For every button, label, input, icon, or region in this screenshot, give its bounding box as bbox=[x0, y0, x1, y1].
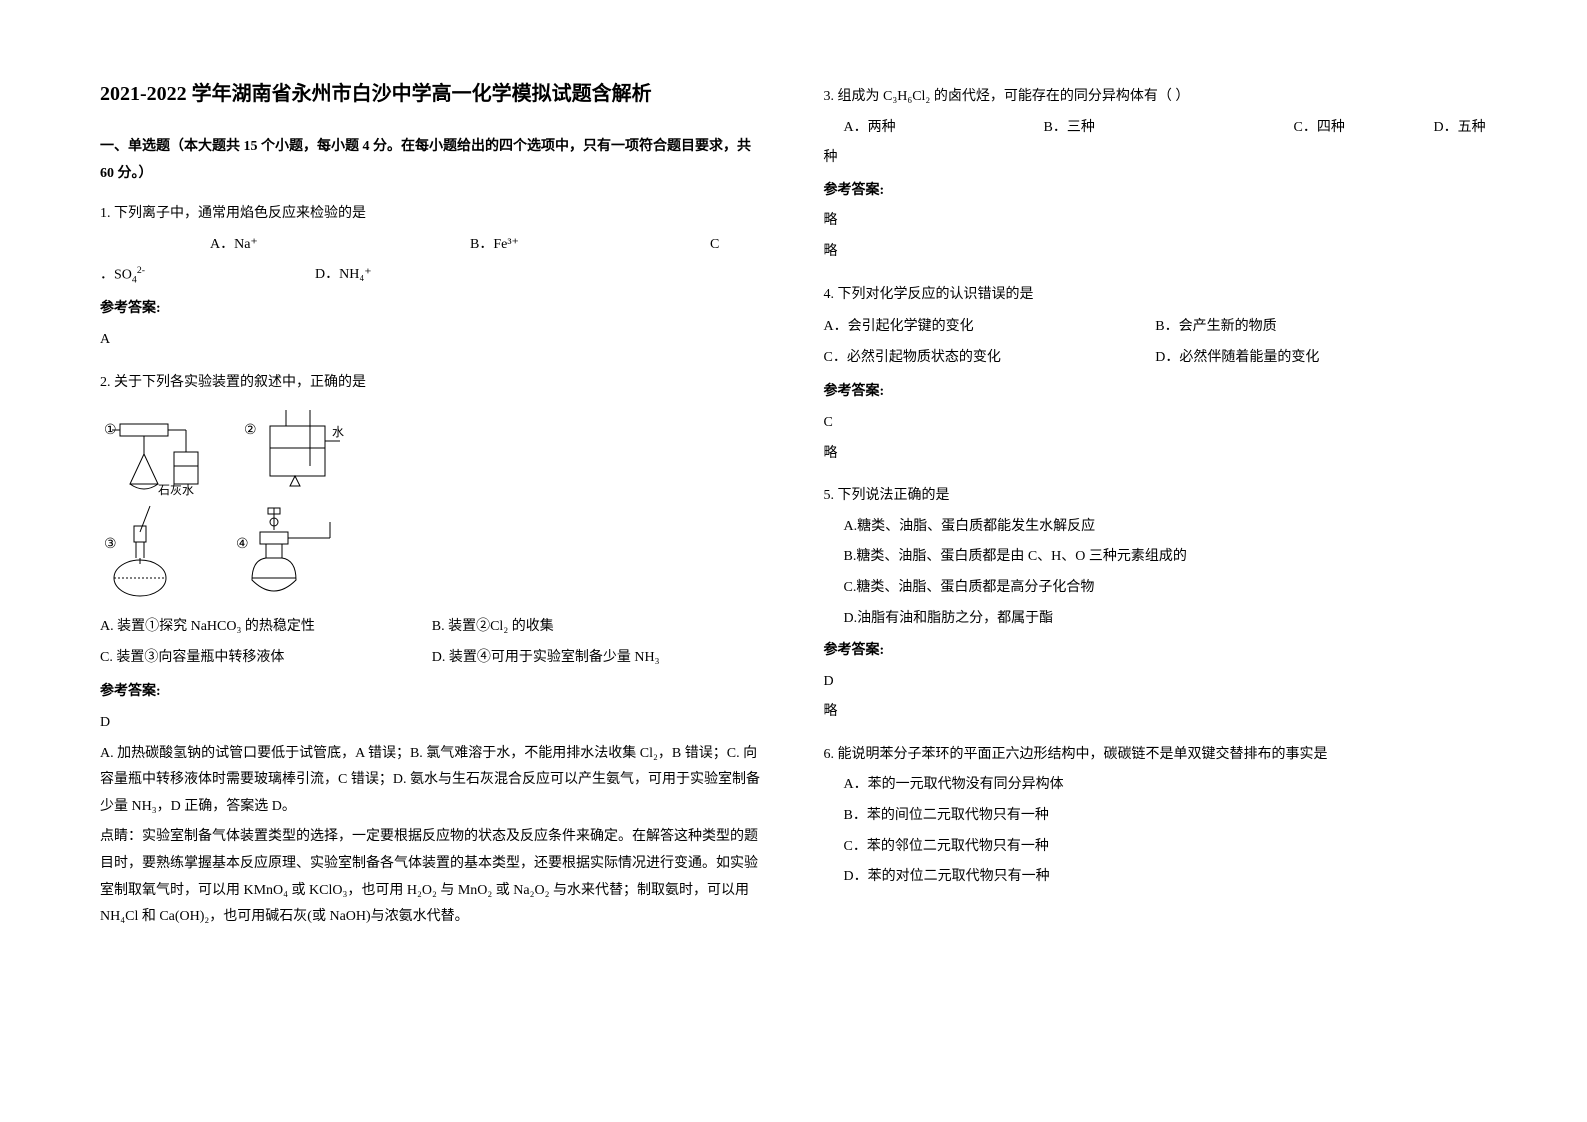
q4-options: A．会引起化学键的变化 B．会产生新的物质 C．必然引起物质状态的变化 D．必然… bbox=[824, 312, 1488, 373]
q2-answer: D bbox=[100, 710, 764, 737]
svg-text:②: ② bbox=[244, 423, 257, 438]
q3-optC: C．四种 bbox=[1294, 115, 1434, 142]
q3-optD-cont: 种 bbox=[824, 145, 1488, 172]
q6-options: A．苯的一元取代物没有同分异构体 B．苯的间位二元取代物只有一种 C．苯的邻位二… bbox=[844, 772, 1488, 890]
q4-answer2: 略 bbox=[824, 441, 1488, 468]
q1-stem: 1. 下列离子中，通常用焰色反应来检验的是 bbox=[100, 201, 764, 228]
diagram-2: ② 水 bbox=[240, 406, 360, 496]
svg-text:水: 水 bbox=[332, 425, 344, 439]
svg-text:③: ③ bbox=[104, 537, 117, 552]
q5-options: A.糖类、油脂、蛋白质都能发生水解反应 B.糖类、油脂、蛋白质都是由 C、H、O… bbox=[844, 514, 1488, 632]
question-3: 3. 组成为 C₃H₆Cl₂ 的卤代烃，可能存在的同分异构体有（ ） A．两种 … bbox=[824, 80, 1488, 270]
q2-options: A. 装置①探究 NaHCO₃ 的热稳定性 B. 装置②Cl₂ 的收集 C. 装… bbox=[100, 612, 764, 673]
q6-optC: C．苯的邻位二元取代物只有一种 bbox=[844, 834, 1488, 861]
q1-answer-label: 参考答案: bbox=[100, 296, 764, 323]
q3-optD: D．五种 bbox=[1434, 115, 1486, 142]
q5-answer2: 略 bbox=[824, 699, 1488, 726]
svg-text:石灰水: 石灰水 bbox=[158, 483, 194, 496]
q3-answer-label: 参考答案: bbox=[824, 178, 1488, 205]
q3-answer2: 略 bbox=[824, 239, 1488, 266]
q2-diagram-row1: ① 石灰水 ② bbox=[100, 406, 764, 496]
q2-answer-label: 参考答案: bbox=[100, 679, 764, 706]
q1-optA: A．Na⁺ bbox=[210, 232, 470, 259]
q2-explanation-1: A. 加热碳酸氢钠的试管口要低于试管底，A 错误；B. 氯气难溶于水，不能用排水… bbox=[100, 741, 764, 821]
q1-optB: B．Fe³⁺ bbox=[470, 232, 710, 259]
q2-optC: C. 装置③向容量瓶中转移液体 bbox=[100, 645, 432, 672]
q5-optB: B.糖类、油脂、蛋白质都是由 C、H、O 三种元素组成的 bbox=[844, 544, 1488, 571]
right-column: 3. 组成为 C₃H₆Cl₂ 的卤代烃，可能存在的同分异构体有（ ） A．两种 … bbox=[824, 80, 1488, 1082]
svg-text:④: ④ bbox=[236, 537, 249, 552]
q6-optB: B．苯的间位二元取代物只有一种 bbox=[844, 803, 1488, 830]
q4-optC: C．必然引起物质状态的变化 bbox=[824, 345, 1156, 372]
q2-diagrams: ① 石灰水 ② bbox=[100, 406, 764, 602]
q4-answer: C bbox=[824, 410, 1488, 437]
q5-optD: D.油脂有油和脂肪之分，都属于酯 bbox=[844, 606, 1488, 633]
question-6: 6. 能说明苯分子苯环的平面正六边形结构中，碳碳链不是单双键交替排布的事实是 A… bbox=[824, 738, 1488, 895]
q6-stem: 6. 能说明苯分子苯环的平面正六边形结构中，碳碳链不是单双键交替排布的事实是 bbox=[824, 742, 1488, 769]
question-4: 4. 下列对化学反应的认识错误的是 A．会引起化学键的变化 B．会产生新的物质 … bbox=[824, 278, 1488, 472]
q4-optA: A．会引起化学键的变化 bbox=[824, 314, 1156, 341]
q2-optA: A. 装置①探究 NaHCO₃ 的热稳定性 bbox=[100, 614, 432, 641]
q2-stem: 2. 关于下列各实验装置的叙述中，正确的是 bbox=[100, 370, 764, 397]
q5-stem: 5. 下列说法正确的是 bbox=[824, 483, 1488, 510]
q2-diagram-row2: ③ ④ bbox=[100, 502, 764, 602]
q6-optD: D．苯的对位二元取代物只有一种 bbox=[844, 864, 1488, 891]
q1-options-row1: A．Na⁺ B．Fe³⁺ C bbox=[100, 232, 764, 259]
question-1: 1. 下列离子中，通常用焰色反应来检验的是 A．Na⁺ B．Fe³⁺ C ．SO… bbox=[100, 197, 764, 357]
left-column: 2021-2022 学年湖南省永州市白沙中学高一化学模拟试题含解析 一、单选题（… bbox=[100, 80, 764, 1082]
q5-answer: D bbox=[824, 669, 1488, 696]
q4-optD: D．必然伴随着能量的变化 bbox=[1155, 345, 1487, 372]
q5-optC: C.糖类、油脂、蛋白质都是高分子化合物 bbox=[844, 575, 1488, 602]
q3-stem: 3. 组成为 C₃H₆Cl₂ 的卤代烃，可能存在的同分异构体有（ ） bbox=[824, 84, 1488, 111]
q1-optD: D．NH₄⁺ bbox=[315, 262, 372, 290]
page-title: 2021-2022 学年湖南省永州市白沙中学高一化学模拟试题含解析 bbox=[100, 80, 764, 108]
q1-options-row2: ．SO42- D．NH₄⁺ bbox=[100, 262, 764, 290]
question-5: 5. 下列说法正确的是 A.糖类、油脂、蛋白质都能发生水解反应 B.糖类、油脂、… bbox=[824, 479, 1488, 730]
q5-answer-label: 参考答案: bbox=[824, 638, 1488, 665]
q4-optB: B．会产生新的物质 bbox=[1155, 314, 1487, 341]
question-2: 2. 关于下列各实验装置的叙述中，正确的是 ① 石灰水 bbox=[100, 366, 764, 935]
q3-options-row: A．两种 B．三种 C．四种 D．五种 bbox=[824, 115, 1488, 142]
q2-optD: D. 装置④可用于实验室制备少量 NH₃ bbox=[432, 645, 764, 672]
q5-optA: A.糖类、油脂、蛋白质都能发生水解反应 bbox=[844, 514, 1488, 541]
q1-optC-body: ．SO42- bbox=[100, 262, 145, 290]
q4-answer-label: 参考答案: bbox=[824, 379, 1488, 406]
diagram-4: ④ bbox=[230, 502, 350, 602]
q2-optB: B. 装置②Cl₂ 的收集 bbox=[432, 614, 764, 641]
diagram-3: ③ bbox=[100, 502, 210, 602]
q2-explanation-2: 点睛：实验室制备气体装置类型的选择，一定要根据反应物的状态及反应条件来确定。在解… bbox=[100, 824, 764, 930]
q6-optA: A．苯的一元取代物没有同分异构体 bbox=[844, 772, 1488, 799]
q4-stem: 4. 下列对化学反应的认识错误的是 bbox=[824, 282, 1488, 309]
q3-optB: B．三种 bbox=[1044, 115, 1294, 142]
q3-optA: A．两种 bbox=[844, 115, 1044, 142]
q1-answer: A bbox=[100, 327, 764, 354]
section-header: 一、单选题（本大题共 15 个小题，每小题 4 分。在每小题给出的四个选项中，只… bbox=[100, 134, 764, 187]
q3-answer: 略 bbox=[824, 208, 1488, 235]
diagram-1: ① 石灰水 bbox=[100, 406, 220, 496]
q1-optC-letter: C bbox=[710, 232, 719, 259]
